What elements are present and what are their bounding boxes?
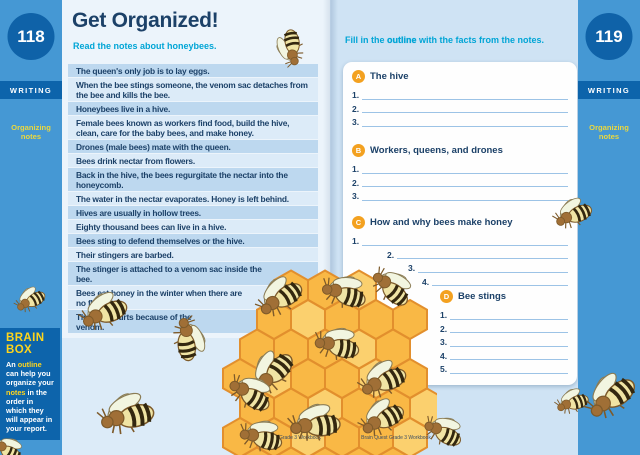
right-page: Fill in the outline with the facts from …	[330, 0, 578, 455]
blank-number: 2.	[352, 177, 360, 188]
note-row: Eighty thousand bees can live in a hive.	[68, 220, 318, 233]
instruction-text: Fill in the outline with the facts from …	[345, 35, 545, 45]
section-heading: Bee stings	[458, 290, 507, 302]
note-row: The water in the nectar evaporates. Hone…	[68, 192, 318, 205]
notes-list: The queen's only job is to lay eggs. Whe…	[68, 64, 318, 334]
right-sidebar: 119 WRITING Organizing notes	[578, 0, 640, 455]
blank-rule[interactable]	[418, 271, 568, 273]
outline-section-c: C How and why bees make honey 1. 2. 3. 4…	[352, 214, 568, 286]
left-page: Get Organized! Read the notes about hone…	[62, 0, 330, 455]
blank-rule[interactable]	[362, 186, 568, 187]
outline-blank-line: 2.	[352, 100, 568, 114]
brain-box-text: An outline can help you organize your no…	[6, 360, 54, 434]
blank-rule[interactable]	[432, 285, 568, 286]
note-row: Drones (male bees) mate with the queen.	[68, 140, 318, 153]
note-row: Back in the hive, the bees regurgitate t…	[68, 168, 318, 191]
writing-section-band: WRITING	[0, 81, 62, 99]
outline-blank-line: 4.	[440, 347, 568, 361]
blank-number: 1.	[352, 90, 360, 100]
blank-rule[interactable]	[450, 372, 568, 374]
section-header: D Bee stings	[440, 288, 568, 304]
blank-rule[interactable]	[450, 332, 568, 333]
note-row: The queen's only job is to lay eggs.	[68, 64, 318, 77]
margin-note: Organizing notes	[589, 123, 629, 141]
left-page-footer: Brain Quest Grade 3 Workbook	[251, 435, 321, 441]
blank-number: 1.	[352, 236, 360, 246]
outline-blank-line: 3.	[352, 187, 568, 201]
brain-box: BRAIN BOX An outline can help you organi…	[0, 328, 60, 440]
blank-number: 1.	[440, 310, 448, 320]
outline-section-d: D Bee stings 1. 2. 3. 4. 5.	[440, 288, 568, 374]
outline-blank-line: 2.	[387, 246, 568, 260]
section-header: B Workers, queens, and drones	[352, 142, 568, 158]
note-row: The stinger is attached to a venom sac i…	[68, 262, 318, 285]
left-sidebar: 118 WRITING Organizing notes BRAIN BOX A…	[0, 0, 62, 455]
outline-section-a: A The hive 1. 2. 3.	[352, 68, 568, 127]
outline-blank-line: 4.	[422, 273, 568, 287]
blank-number: 4.	[422, 276, 430, 287]
instruction-bold-word: outline	[387, 35, 417, 45]
blank-rule[interactable]	[362, 112, 568, 113]
blank-number: 2.	[440, 323, 448, 334]
blank-number: 4.	[440, 350, 448, 361]
section-letter-badge: B	[352, 143, 365, 157]
blank-rule[interactable]	[362, 98, 568, 100]
section-header: A The hive	[352, 68, 568, 84]
blank-number: 5.	[440, 364, 448, 374]
outline-blank-line: 3.	[440, 333, 568, 347]
blank-rule[interactable]	[450, 345, 568, 347]
section-header: C How and why bees make honey	[352, 214, 568, 230]
outline-blank-line: 1.	[352, 86, 568, 100]
outline-blank-line: 2.	[440, 320, 568, 334]
outline-blank-line: 1.	[352, 232, 568, 246]
margin-note: Organizing notes	[11, 123, 51, 141]
section-letter-badge: C	[352, 215, 365, 229]
outline-blank-line: 3.	[408, 259, 568, 273]
outline-blank-line: 5.	[440, 360, 568, 374]
note-row: When the bee stings someone, the venom s…	[68, 78, 318, 101]
note-row: Bees sting to defend themselves or the h…	[68, 234, 318, 247]
blank-rule[interactable]	[362, 199, 568, 201]
writing-section-band: WRITING	[578, 81, 640, 99]
page-title: Get Organized!	[72, 9, 219, 32]
blank-number: 3.	[440, 337, 448, 347]
page-subtitle: Read the notes about honeybees.	[73, 41, 217, 51]
blank-rule[interactable]	[397, 258, 568, 259]
outline-blank-line: 3.	[352, 113, 568, 127]
section-heading: Workers, queens, and drones	[370, 144, 503, 156]
page-number-badge: 119	[585, 13, 633, 60]
page-number-badge: 118	[7, 13, 55, 60]
blank-rule[interactable]	[450, 318, 568, 320]
blank-number: 2.	[352, 103, 360, 114]
blank-rule[interactable]	[362, 125, 568, 127]
blank-rule[interactable]	[362, 244, 568, 246]
note-row: The sting hurts because of the venom.	[68, 310, 318, 333]
right-page-footer: Brain Quest Grade 3 Workbook	[361, 435, 431, 441]
blank-rule[interactable]	[362, 172, 568, 174]
section-letter-badge: D	[440, 289, 453, 303]
section-heading: The hive	[370, 70, 409, 82]
note-row: Female bees known as workers find food, …	[68, 116, 318, 139]
brain-box-title: BRAIN BOX	[6, 332, 45, 356]
blank-rule[interactable]	[450, 359, 568, 360]
blank-number: 3.	[352, 191, 360, 201]
blank-number: 3.	[352, 117, 360, 127]
blank-number: 2.	[387, 249, 395, 260]
note-row: Hives are usually in hollow trees.	[68, 206, 318, 219]
outline-section-b: B Workers, queens, and drones 1. 2. 3.	[352, 142, 568, 201]
blank-number: 3.	[408, 263, 416, 273]
outline-blank-line: 1.	[440, 306, 568, 320]
outline-card: A The hive 1. 2. 3. B Workers, queens, a…	[343, 62, 577, 385]
blank-number: 1.	[352, 164, 360, 174]
note-row: Bees drink nectar from flowers.	[68, 154, 318, 167]
section-letter-badge: A	[352, 69, 365, 83]
note-row: Bees eat honey in the winter when there …	[68, 286, 318, 309]
outline-blank-line: 2.	[352, 174, 568, 188]
section-heading: How and why bees make honey	[370, 216, 513, 228]
note-row: Their stingers are barbed.	[68, 248, 318, 261]
outline-blank-line: 1.	[352, 160, 568, 174]
note-row: Honeybees live in a hive.	[68, 102, 318, 115]
